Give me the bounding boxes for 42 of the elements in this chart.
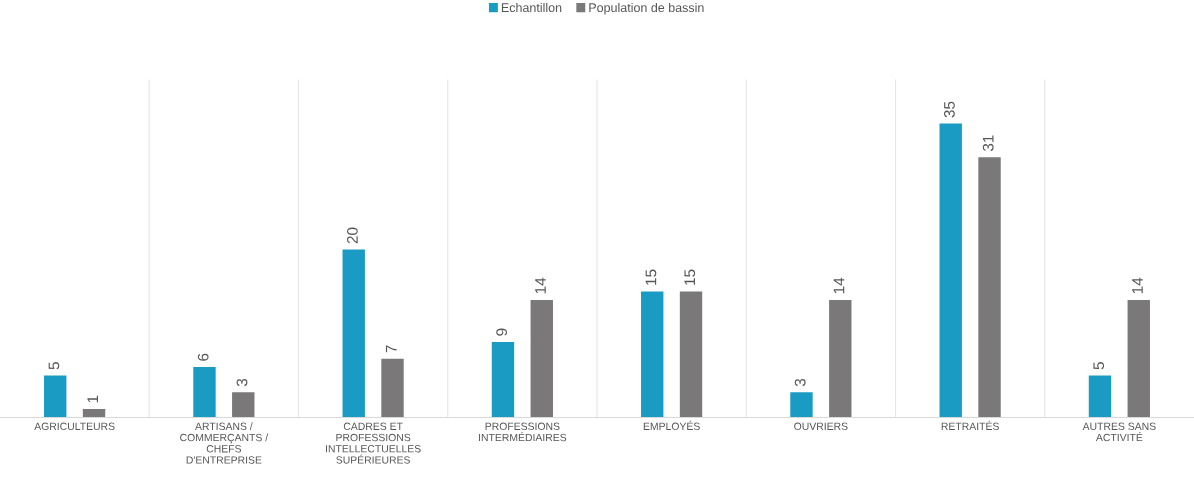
bar <box>790 392 813 418</box>
bar <box>44 375 67 418</box>
data-label: 15 <box>645 269 657 285</box>
x-tick-label: RETRAITÉS <box>941 420 999 430</box>
bar <box>1127 299 1150 418</box>
x-tick-label: CADRES ET PROFESSIONS INTELLECTUELLES SUPÉRIEURES <box>326 422 421 464</box>
bar <box>232 392 255 418</box>
bar <box>939 123 962 418</box>
data-label: 3 <box>236 378 248 387</box>
data-label: 5 <box>1093 362 1105 370</box>
bar <box>193 367 216 418</box>
x-tick-label: OUVRIERS <box>794 422 848 430</box>
bar <box>491 341 515 418</box>
data-label: 15 <box>684 269 696 285</box>
data-label: 1 <box>87 395 98 403</box>
bar <box>381 358 404 418</box>
legend-label: Population de bassin <box>589 2 704 15</box>
data-label: 20 <box>347 227 358 244</box>
data-label: 14 <box>1132 277 1143 294</box>
bar <box>829 299 852 418</box>
x-tick-label: PROFESSIONS INTERMÉDIAIRES <box>479 422 567 442</box>
data-label: 7 <box>385 345 397 353</box>
data-label: 3 <box>794 378 806 387</box>
data-label: 14 <box>833 277 845 294</box>
data-label: 6 <box>197 353 209 361</box>
bar <box>82 409 106 418</box>
bar <box>530 299 553 418</box>
x-tick-label: AGRICULTEURS <box>34 422 115 430</box>
data-label: 5 <box>48 362 60 370</box>
data-label: 14 <box>535 277 546 294</box>
data-label: 9 <box>496 328 508 336</box>
bar <box>342 249 365 418</box>
x-tick-label: AUTRES SANS ACTIVITÉ <box>1082 422 1156 442</box>
data-label: 31 <box>982 135 994 152</box>
data-label: 35 <box>944 101 955 118</box>
bar <box>1088 375 1112 418</box>
bar <box>641 291 664 418</box>
legend-label: Echantillon <box>501 2 562 13</box>
x-tick-label: ARTISANS / COMMERÇANTS / CHEFS D'ENTREPRISE <box>180 422 269 464</box>
bar <box>978 157 1001 418</box>
x-tick-label: EMPLOYÉS <box>643 420 700 430</box>
bar <box>679 291 703 418</box>
